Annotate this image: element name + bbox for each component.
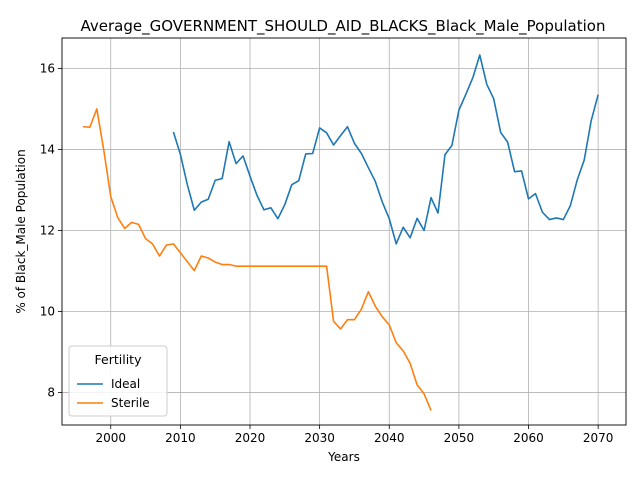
y-tick-label: 14	[40, 142, 55, 156]
legend-title: Fertility	[95, 352, 143, 367]
y-tick-label: 16	[40, 61, 55, 75]
x-tick-label: 2060	[513, 431, 544, 445]
plot-frame	[61, 37, 627, 426]
y-tick-label: 10	[40, 305, 55, 319]
y-axis-ticks: 8 10 12 14 16	[40, 61, 62, 400]
series-line-ideal	[172, 54, 599, 245]
legend-box	[68, 345, 168, 417]
chart-title: Average_GOVERNMENT_SHOULD_AID_BLACKS_Bla…	[81, 17, 606, 36]
legend: Fertility Ideal Sterile	[68, 345, 168, 417]
x-axis-label: Years	[327, 450, 360, 464]
x-tick-label: 2050	[444, 431, 475, 445]
y-tick-label: 8	[47, 386, 55, 400]
legend-label-ideal: Ideal	[111, 377, 140, 391]
legend-label-sterile: Sterile	[111, 396, 150, 410]
y-axis-label: % of Black_Male Population	[14, 149, 28, 313]
x-tick-label: 2010	[165, 431, 196, 445]
x-tick-label: 2070	[583, 431, 614, 445]
series-line-sterile	[82, 108, 432, 411]
series-layer	[82, 54, 599, 411]
x-tick-label: 2040	[374, 431, 405, 445]
x-tick-label: 2020	[235, 431, 266, 445]
x-tick-label: 2000	[95, 431, 126, 445]
x-axis-ticks: 2000 2010 2020 2030 2040 2050 2060 2070	[95, 425, 613, 445]
y-tick-label: 12	[40, 223, 55, 237]
x-tick-label: 2030	[304, 431, 335, 445]
